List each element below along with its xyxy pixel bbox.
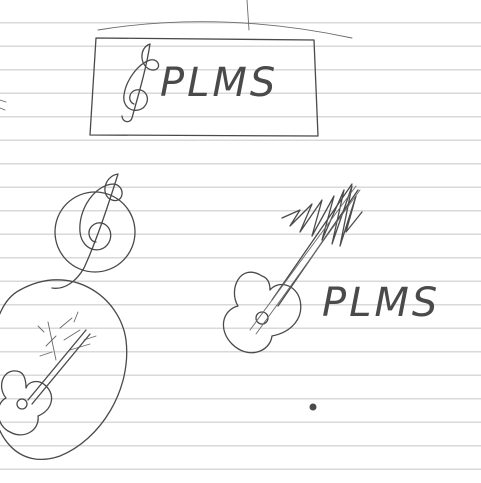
ink-blot: [309, 403, 317, 411]
guitar-strings: [249, 185, 361, 335]
treble-clef-icon: [121, 43, 160, 123]
guitar-sound-hole: [16, 398, 28, 410]
sound-wave-scribble: [281, 185, 363, 247]
guitar-body-icon: [222, 271, 302, 354]
tree-guitar-neck: [27, 329, 91, 405]
guitar-logo-sketch: PLMS: [222, 183, 440, 354]
boxed-logo-text: PLMS: [160, 60, 278, 106]
boxed-logo-sketch: PLMS: [89, 37, 319, 137]
logo-box-frame: [89, 37, 319, 137]
guitar-logo-text: PLMS: [322, 280, 440, 326]
treble-clef-icon: [51, 173, 123, 289]
margin-mark: [0, 99, 7, 111]
top-tick-stroke: [246, 0, 250, 31]
top-curve-stroke: [97, 21, 353, 39]
guitar-body-icon: [0, 370, 53, 436]
large-circle-frame: [0, 279, 128, 461]
clef-tree-sketch: [0, 173, 136, 461]
clef-ring: [54, 191, 136, 273]
